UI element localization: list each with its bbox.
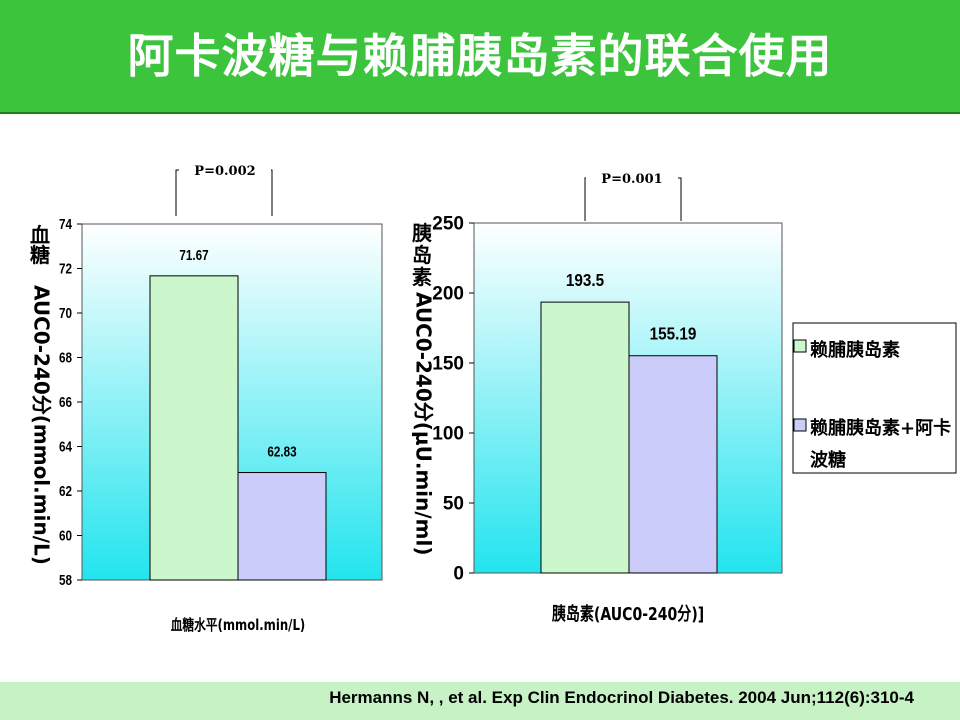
y-axis-label-units: AUC0-240分(mmol.min/L) — [30, 285, 54, 565]
legend-box — [792, 322, 957, 474]
bar-series-1 — [149, 275, 239, 581]
footer-band — [0, 682, 960, 720]
y-tick-label: 66 — [59, 394, 72, 411]
y-tick-label: 70 — [59, 305, 72, 322]
insulin-chart: 250 200 150 100 50 0 193.5 155.19 P=0.001 胰岛素(AUC… — [412, 172, 783, 624]
legend-label-series-2: 赖脯胰岛素+阿卡波糖 — [810, 417, 951, 471]
y-tick-label: 150 — [432, 354, 464, 375]
bracket-left — [175, 169, 179, 216]
y-tick-label: 250 — [432, 214, 464, 235]
x-axis-label: 胰岛素(AUC0-240分)] — [552, 603, 704, 624]
bar-series-2 — [628, 355, 718, 574]
title-bar — [0, 0, 960, 114]
bar-series-1 — [540, 301, 630, 574]
y-tick-label: 74 — [59, 216, 72, 233]
y-tick-label: 58 — [59, 572, 72, 589]
y-axis-label-cjk: 血糖 — [30, 223, 50, 267]
legend-swatch-series-1 — [793, 339, 807, 353]
y-tick-label: 64 — [59, 438, 72, 455]
data-label: 62.83 — [267, 443, 296, 460]
citation-text: Hermanns N, , et al. Exp Clin Endocrinol… — [329, 688, 914, 707]
y-tick-label: 100 — [432, 424, 464, 445]
data-label: 193.5 — [566, 270, 604, 290]
y-tick-label: 50 — [443, 494, 464, 515]
y-tick-label: 60 — [59, 527, 72, 544]
p-value: P=0.001 — [601, 172, 662, 187]
y-tick-label: 72 — [59, 260, 72, 277]
legend-swatch-series-2 — [793, 418, 807, 432]
y-axis-label-cjk: 胰岛素 — [412, 221, 432, 289]
bracket-right — [678, 177, 682, 221]
bracket-left — [584, 177, 586, 221]
data-label: 155.19 — [650, 324, 697, 344]
legend-label-series-1: 赖脯胰岛素 — [810, 339, 900, 361]
y-tick-label: 200 — [432, 284, 464, 305]
glucose-chart: 74 72 70 68 66 64 62 60 58 71.67 62.83 P=0.002 血糖水平(… — [30, 164, 383, 634]
y-tick-label: 68 — [59, 349, 72, 366]
y-axis-label-units: AUC0-240分(μU.min/ml) — [412, 292, 436, 556]
p-value: P=0.002 — [194, 164, 255, 179]
bar-series-2 — [237, 472, 327, 581]
y-tick-label: 0 — [453, 564, 464, 585]
x-axis-label: 血糖水平(mmol.min/L) — [171, 616, 305, 635]
y-tick-label: 62 — [59, 483, 72, 500]
bracket-right — [271, 169, 273, 216]
data-label: 71.67 — [179, 246, 208, 263]
slide-title: 阿卡波糖与赖脯胰岛素的联合使用 — [127, 29, 833, 83]
